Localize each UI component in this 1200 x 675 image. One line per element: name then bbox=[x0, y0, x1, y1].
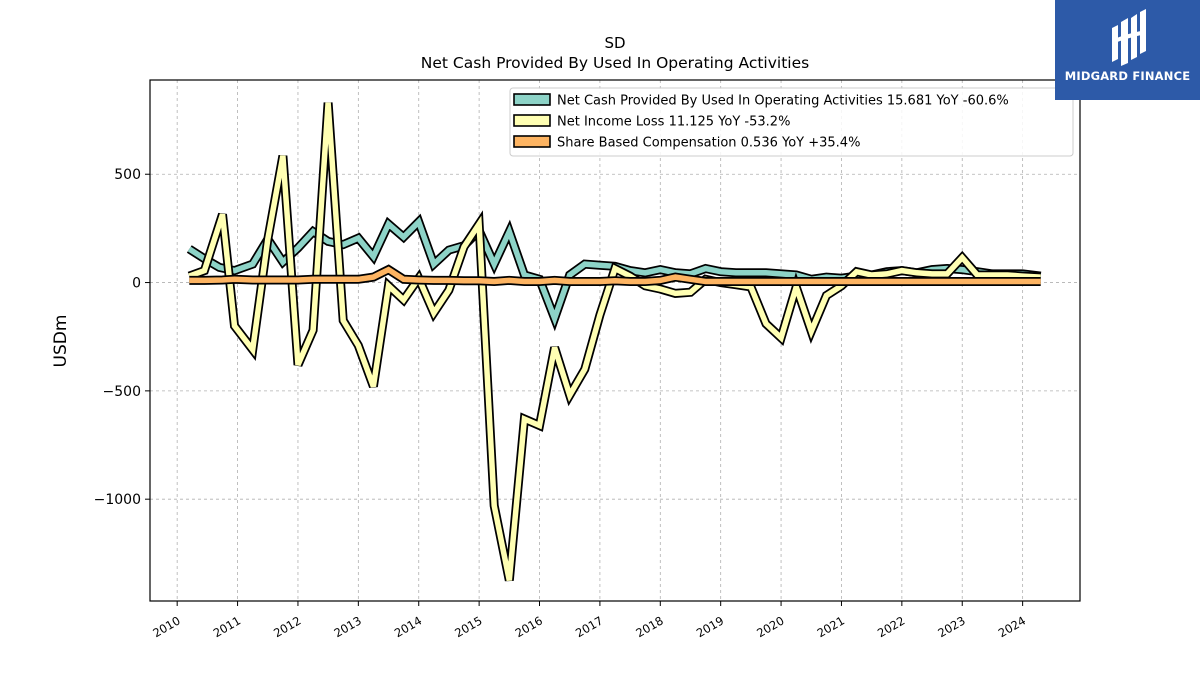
legend-swatch bbox=[513, 93, 551, 106]
y-tick-label: −1000 bbox=[94, 492, 141, 508]
series-stroke bbox=[188, 102, 1041, 581]
brand-logo: MIDGARD FINANCE bbox=[1055, 0, 1200, 100]
series-line-2 bbox=[187, 102, 1041, 582]
y-tick-label: 500 bbox=[114, 167, 141, 183]
chart-subtitle: Net Cash Provided By Used In Operating A… bbox=[421, 54, 809, 72]
grid bbox=[150, 80, 1080, 601]
series-line-3 bbox=[189, 264, 1041, 287]
legend-item: Share Based Compensation 0.536 YoY +35.4… bbox=[513, 135, 860, 151]
legend-item: Net Cash Provided By Used In Operating A… bbox=[513, 93, 1009, 109]
legend-label: Net Cash Provided By Used In Operating A… bbox=[557, 94, 1009, 109]
series-stroke bbox=[189, 266, 1041, 285]
logo-mark-icon bbox=[1112, 9, 1146, 66]
plot-frame bbox=[149, 79, 1081, 602]
chart-title: SD bbox=[604, 34, 625, 52]
legend-label: Share Based Compensation 0.536 YoY +35.4… bbox=[557, 136, 860, 151]
legend-frame bbox=[509, 87, 1074, 157]
y-axis: 500 0 −500 −1000 bbox=[94, 167, 150, 508]
brand-name: MIDGARD FINANCE bbox=[1064, 69, 1191, 83]
y-axis-label: USDm bbox=[51, 315, 71, 368]
series-lines bbox=[186, 102, 1042, 582]
y-tick-label: 0 bbox=[132, 276, 141, 292]
y-tick-label: −500 bbox=[103, 384, 141, 400]
legend-swatch bbox=[513, 114, 551, 127]
legend-swatch bbox=[513, 135, 551, 148]
legend-item: Net Income Loss 11.125 YoY -53.2% bbox=[513, 114, 790, 130]
legend-label: Net Income Loss 11.125 YoY -53.2% bbox=[557, 115, 790, 130]
legend: Net Cash Provided By Used In Operating A… bbox=[509, 87, 1074, 157]
